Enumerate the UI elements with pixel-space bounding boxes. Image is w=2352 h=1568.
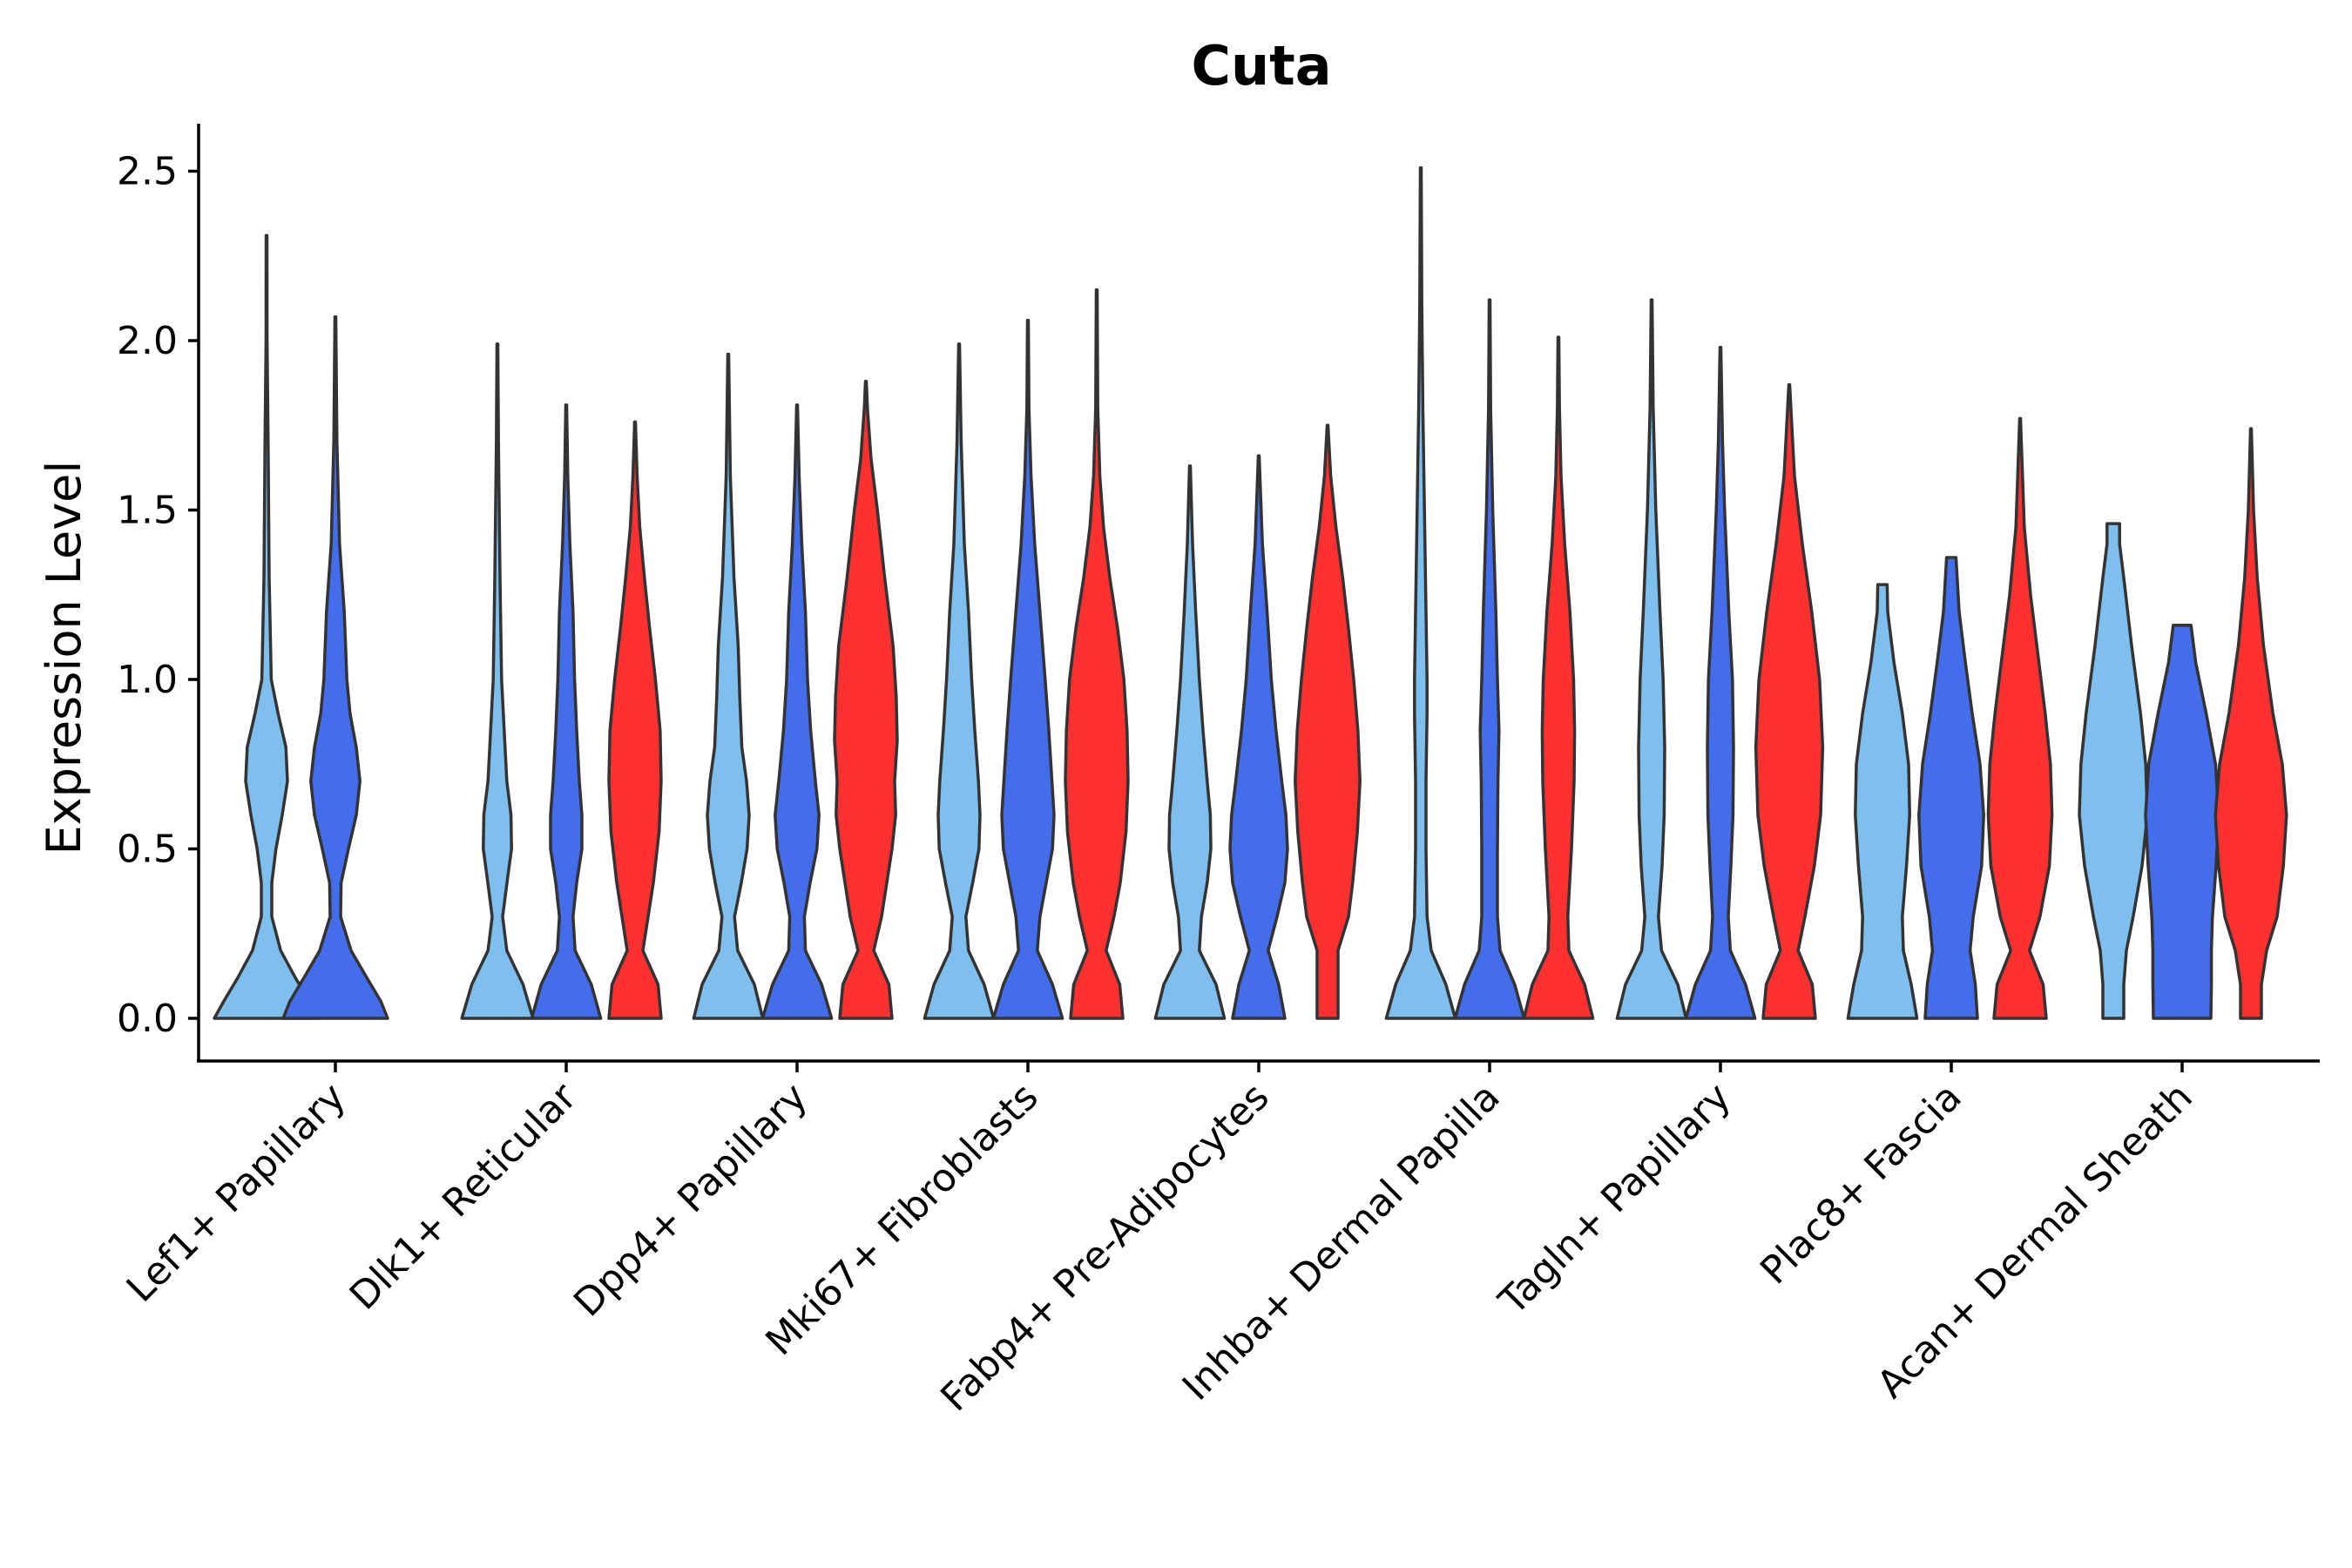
y-tick-label: 1.5 xyxy=(117,489,178,533)
violin-blue xyxy=(1228,454,1289,1020)
violin-blue xyxy=(2144,624,2220,1020)
violin-red xyxy=(1522,335,1595,1020)
x-tick-label: Tagln+ Papillary xyxy=(1490,1075,1740,1324)
violin-red xyxy=(1064,287,1130,1020)
violin-red xyxy=(1986,416,2054,1020)
violin-light_blue xyxy=(2078,522,2149,1020)
x-tick-label: Plac8+ Fascia xyxy=(1752,1075,1970,1294)
violin-light_blue xyxy=(1846,583,1919,1020)
violin-blue xyxy=(530,403,603,1020)
violin-blue xyxy=(1917,556,1985,1020)
violins xyxy=(213,166,2288,1020)
x-tick-label: Dpp4+ Papillary xyxy=(565,1075,816,1326)
violin-light_blue xyxy=(460,342,535,1020)
y-tick-label: 0.0 xyxy=(117,997,178,1041)
y-tick-label: 2.5 xyxy=(117,150,178,194)
violin-red xyxy=(1754,382,1825,1020)
x-tick-label: Dlk1+ Reticular xyxy=(341,1074,586,1319)
violin-light_blue xyxy=(213,233,321,1020)
violin-light_blue xyxy=(1384,166,1457,1020)
violin-blue xyxy=(281,315,389,1020)
violin-red xyxy=(607,420,663,1020)
x-tick-label: Lef1+ Papillary xyxy=(118,1075,355,1311)
violin-light_blue xyxy=(923,342,996,1020)
violin-blue xyxy=(1453,298,1526,1020)
violin-blue xyxy=(760,403,834,1020)
y-axis-label: Expression Level xyxy=(37,461,91,855)
y-ticks: 0.0 0.5 1.0 1.5 2.0 2.5 xyxy=(117,150,199,1041)
y-tick-label: 1.0 xyxy=(117,658,178,702)
violin-light_blue xyxy=(692,352,765,1020)
violin-blue xyxy=(1684,346,1757,1020)
violin-blue xyxy=(991,318,1064,1020)
violin-red xyxy=(833,379,899,1020)
y-tick-label: 0.5 xyxy=(117,828,178,872)
violin-light_blue xyxy=(1153,464,1227,1020)
chart-title: Cuta xyxy=(1191,34,1331,98)
y-tick-label: 2.0 xyxy=(117,319,178,363)
violin-light_blue xyxy=(1615,298,1688,1020)
violin-red xyxy=(1294,423,1362,1020)
violin-red xyxy=(2213,427,2288,1020)
